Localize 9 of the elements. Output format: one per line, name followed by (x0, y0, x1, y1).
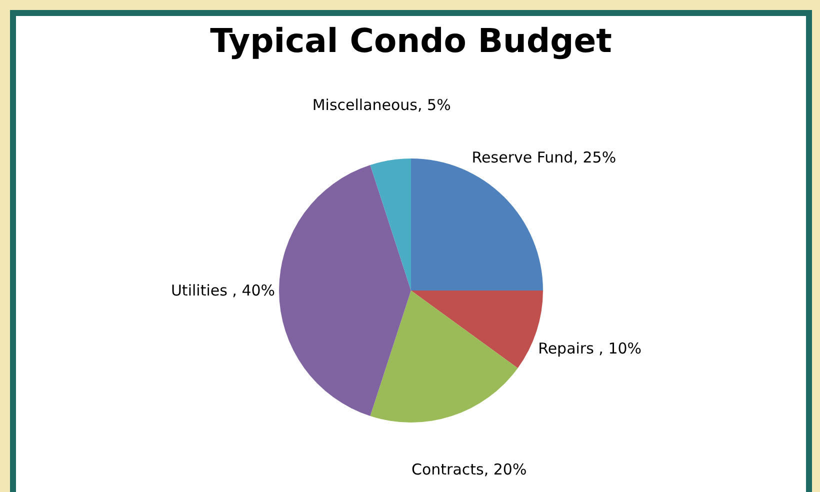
slice-label: Reserve Fund, 25% (472, 148, 616, 167)
pie-slice (370, 158, 411, 290)
slice-label: Repairs , 10% (538, 340, 642, 358)
slice-label: Contracts, 20% (411, 460, 527, 478)
slice-label: Miscellaneous, 5% (312, 96, 451, 114)
pie-slice (279, 164, 411, 416)
chart-title: Typical Condo Budget (210, 21, 612, 60)
slice-label: Utilities , 40% (170, 282, 276, 300)
pie-slice (370, 290, 518, 422)
